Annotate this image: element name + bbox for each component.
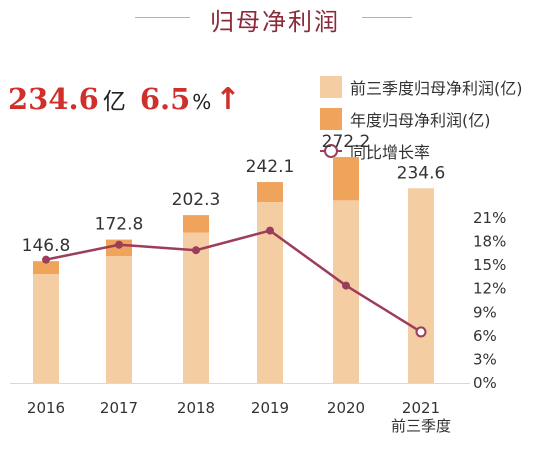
- right-axis-tick-0pct: 0%: [473, 374, 497, 392]
- right-axis-tick-15pct: 15%: [473, 256, 506, 274]
- bar-annual-2016: [33, 261, 59, 275]
- chart-legend: 前三季度归母净利润(亿) 年度归母净利润(亿) 同比增长率: [320, 72, 523, 166]
- chart-title-area: 归母净利润: [0, 0, 550, 40]
- bar-q3-2021: [408, 188, 434, 383]
- growth-point-2018: [192, 246, 200, 255]
- x-tick-label-2017: 2017: [100, 399, 138, 417]
- growth-point-2017: [115, 240, 123, 249]
- bar-q3-2016: [33, 274, 59, 383]
- x-tick-label-2016: 2016: [27, 399, 65, 417]
- legend-swatch-annual: [320, 108, 342, 130]
- growth-point-2021: [415, 326, 427, 338]
- line-marker-icon: [320, 144, 342, 158]
- bar-annual-2018: [183, 215, 209, 233]
- kpi-growth-unit: %: [192, 90, 212, 114]
- legend-swatch-q3: [320, 76, 342, 98]
- legend-item-annual-profit: 年度归母净利润(亿): [320, 104, 523, 134]
- kpi-growth: 6.5: [139, 82, 191, 116]
- growth-point-2019: [266, 226, 274, 235]
- kpi-value-unit: 亿: [102, 89, 126, 115]
- legend-label-growth: 同比增长率: [350, 143, 431, 162]
- right-axis-tick-9pct: 9%: [473, 303, 497, 321]
- data-label-2020: 272.2: [322, 132, 371, 152]
- up-arrow-icon: ↑: [215, 82, 241, 117]
- growth-rate-line: [45, 229, 422, 333]
- legend-label-annual: 年度归母净利润(亿): [350, 111, 491, 130]
- growth-point-2016: [42, 255, 50, 264]
- title-divider-right: [362, 17, 412, 18]
- growth-point-2020: [342, 281, 350, 290]
- legend-item-growth: 同比增长率: [320, 136, 523, 166]
- right-axis-tick-12pct: 12%: [473, 280, 506, 298]
- kpi-value: 234.6: [8, 82, 99, 116]
- right-axis-tick-3pct: 3%: [473, 350, 497, 368]
- legend-label-q3: 前三季度归母净利润(亿): [350, 79, 523, 98]
- data-label-2017: 172.8: [95, 215, 144, 235]
- legend-item-q3-profit: 前三季度归母净利润(亿): [320, 72, 523, 102]
- right-axis-tick-18pct: 18%: [473, 233, 506, 251]
- data-label-2018: 202.3: [172, 190, 221, 210]
- x-tick-label-2019: 2019: [251, 399, 289, 417]
- data-label-2021: 234.6: [397, 163, 446, 183]
- right-axis-tick-6pct: 6%: [473, 327, 497, 345]
- x-tick-label-2018: 2018: [177, 399, 215, 417]
- x-tick-label-2020: 2020: [327, 399, 365, 417]
- bar-annual-2020: [333, 157, 359, 201]
- data-label-2019: 242.1: [246, 157, 295, 177]
- bar-q3-2018: [183, 232, 209, 383]
- chart-title: 归母净利润: [210, 8, 340, 36]
- bar-annual-2019: [257, 182, 283, 203]
- data-label-2016: 146.8: [22, 236, 71, 256]
- x-tick-label-2021-sub: 前三季度: [391, 417, 451, 435]
- title-divider-left: [135, 17, 190, 18]
- bar-q3-2017: [106, 256, 132, 383]
- kpi-summary: 234.6 亿 6.5% ↑: [8, 82, 240, 117]
- x-tick-label-2021: 2021: [402, 399, 440, 417]
- right-axis-tick-21pct: 21%: [473, 209, 506, 227]
